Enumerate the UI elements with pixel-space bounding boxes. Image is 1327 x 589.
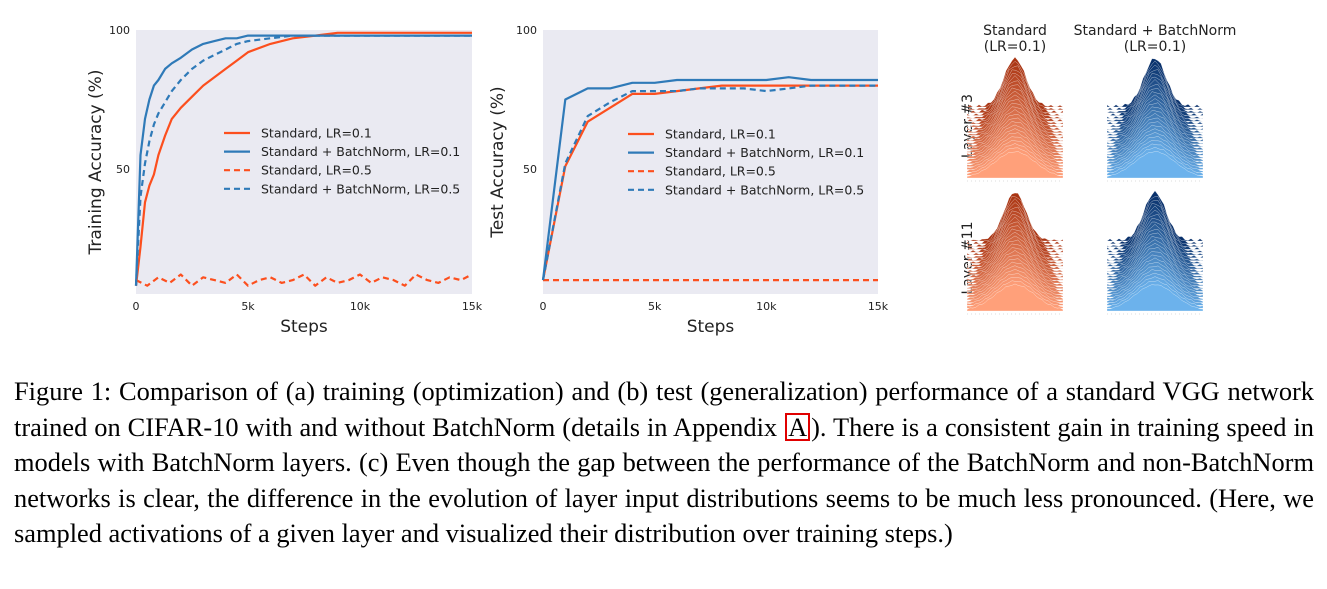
ridge-curve <box>1106 151 1204 179</box>
legend-label: Standard, LR=0.1 <box>665 127 776 142</box>
series-line-4 <box>134 34 472 286</box>
x-tick-label: 10k <box>756 300 777 313</box>
ridge-curve <box>966 283 1064 312</box>
legend-label: Standard + BatchNorm, LR=0.5 <box>261 181 460 196</box>
x-tick-label: 5k <box>241 300 255 313</box>
y-tick-label: 50 <box>116 163 130 176</box>
test-accuracy-chart: 0 5k 10k 15k 50 100 Steps Test Accuracy (%) Stan… <box>488 24 889 337</box>
legend-label: Standard + BatchNorm, LR=0.1 <box>261 144 460 159</box>
series-line-2 <box>134 34 472 286</box>
caption-rest: ). There is a consistent gain in trainin… <box>14 411 1314 549</box>
y-tick-label: 100 <box>516 24 537 37</box>
legend-label: Standard, LR=0.5 <box>665 164 776 179</box>
legend-label: Standard + BatchNorm, LR=0.5 <box>665 182 864 197</box>
x-tick-label: 0 <box>133 300 140 313</box>
ridgeline-panel-3 <box>966 192 1064 315</box>
x-tick-label: 5k <box>648 300 662 313</box>
dist-col-title-standard: Standard <box>983 23 1047 39</box>
x-tick-label: 15k <box>868 300 889 313</box>
ridgeline-panel-1 <box>966 56 1064 182</box>
dist-col-subtitle-standard: (LR=0.1) <box>984 39 1046 55</box>
series-line-2 <box>541 76 878 281</box>
dist-col-subtitle-batchnorm: (LR=0.1) <box>1124 39 1186 55</box>
layer-distributions-panel: Standard (LR=0.1) Standard + BatchNorm (… <box>960 23 1237 315</box>
x-tick-label: 15k <box>462 300 483 313</box>
ridge-curve <box>1106 284 1204 312</box>
series-line-1 <box>134 31 472 286</box>
series-line-4 <box>541 84 878 281</box>
x-axis-label: Steps <box>280 317 328 337</box>
caption-main: Figure 1: Comparison of (a) training (op… <box>14 376 1314 442</box>
ridgeline-plots <box>966 56 1204 315</box>
y-tick-label: 50 <box>523 163 537 176</box>
appendix-reference-link[interactable]: A <box>785 412 811 441</box>
figure-caption: Figure 1: Comparison of (a) training (op… <box>14 374 1314 552</box>
x-axis-label: Steps <box>687 317 735 337</box>
plot-area <box>543 30 878 294</box>
ridgeline-panel-2 <box>1106 58 1204 182</box>
dist-col-title-batchnorm: Standard + BatchNorm <box>1074 23 1237 39</box>
legend-label: Standard, LR=0.5 <box>261 163 372 178</box>
y-tick-label: 100 <box>109 24 130 37</box>
x-tick-label: 10k <box>350 300 371 313</box>
y-axis-label: Training Accuracy (%) <box>86 70 106 256</box>
y-axis-label: Test Accuracy (%) <box>488 86 508 238</box>
ridgeline-panel-4 <box>1106 190 1204 315</box>
training-accuracy-chart: 0 5k 10k 15k 50 100 Steps Training Accuracy (%)… <box>86 24 483 337</box>
plot-area <box>136 30 472 294</box>
legend-label: Standard + BatchNorm, LR=0.1 <box>665 145 864 160</box>
legend-label: Standard, LR=0.1 <box>261 126 372 141</box>
ridge-curve <box>966 151 1064 179</box>
x-tick-label: 0 <box>540 300 547 313</box>
